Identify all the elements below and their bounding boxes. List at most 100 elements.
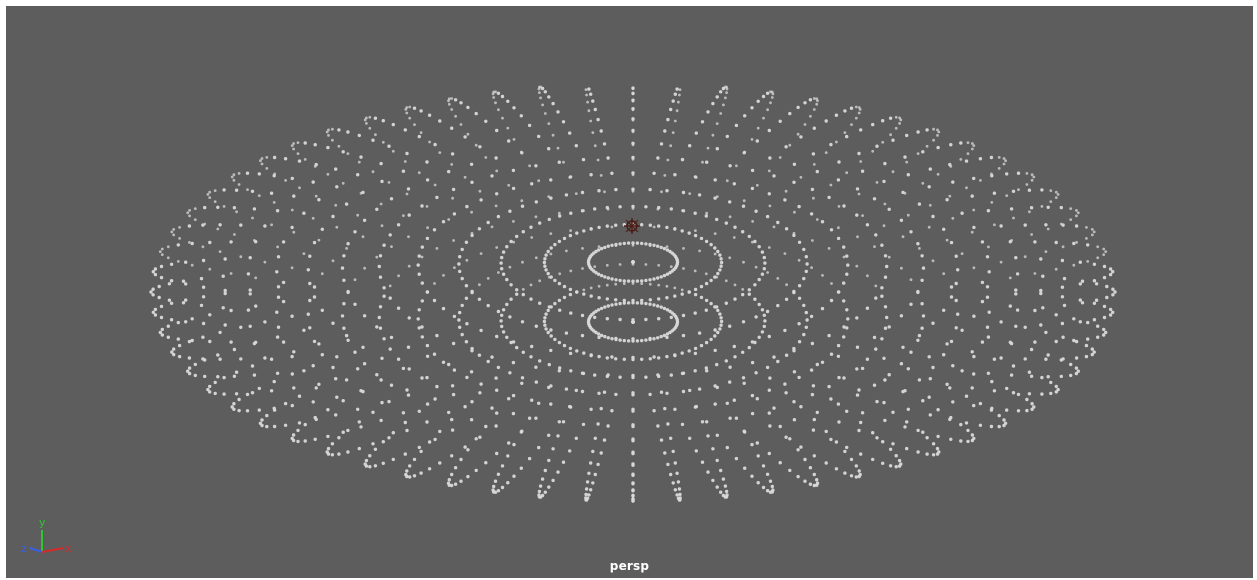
sphere-point — [433, 397, 437, 401]
sphere-point — [948, 417, 952, 422]
sphere-point — [1030, 402, 1034, 406]
sphere-point — [719, 112, 723, 115]
sphere-point — [799, 405, 803, 409]
sphere-point — [160, 247, 164, 251]
sphere-point — [403, 420, 407, 425]
sphere-point — [569, 311, 573, 315]
sphere-point — [470, 210, 473, 214]
sphere-point — [874, 296, 878, 300]
sphere-point — [719, 490, 723, 494]
sphere-point — [380, 179, 384, 184]
sphere-point — [810, 266, 813, 269]
sphere-point — [375, 255, 379, 259]
sphere-point — [346, 428, 350, 433]
sphere-point — [447, 99, 450, 103]
sphere-point — [334, 203, 338, 207]
sphere-point — [216, 353, 220, 357]
sphere-point — [250, 391, 255, 395]
sphere-point — [303, 158, 307, 161]
sphere-point — [222, 205, 226, 208]
pivot-manipulator-icon[interactable] — [624, 218, 640, 234]
sphere-point — [855, 264, 859, 268]
sphere-point — [529, 283, 533, 287]
sphere-point — [1044, 250, 1048, 254]
sphere-point — [470, 233, 474, 238]
sphere-point — [845, 409, 849, 413]
sphere-point — [302, 211, 306, 215]
sphere-point — [742, 199, 746, 203]
sphere-point — [669, 144, 673, 148]
sphere-point — [508, 265, 512, 269]
sphere-point — [618, 301, 622, 306]
sphere-point — [1039, 257, 1043, 261]
sphere-point — [232, 178, 236, 182]
sphere-point — [1074, 339, 1079, 344]
sphere-point — [331, 365, 335, 370]
sphere-point — [457, 262, 461, 266]
sphere-point — [222, 188, 226, 192]
sphere-point — [733, 225, 737, 229]
sphere-point — [549, 402, 553, 406]
sphere-point — [157, 295, 161, 300]
sphere-point — [432, 298, 437, 303]
sphere-point — [169, 318, 174, 322]
viewport-persp[interactable]: y x z persp — [6, 6, 1253, 578]
sphere-point — [1029, 374, 1034, 378]
sphere-point — [1015, 308, 1020, 312]
sphere-point — [859, 452, 863, 456]
sphere-point — [680, 229, 684, 233]
sphere-point — [303, 141, 307, 145]
sphere-point — [827, 247, 831, 250]
sphere-point — [248, 292, 252, 296]
sphere-point — [715, 122, 719, 125]
sphere-point — [1096, 335, 1100, 339]
sphere-point — [597, 354, 601, 359]
sphere-point — [610, 277, 614, 281]
sphere-point — [396, 223, 401, 227]
sphere-point — [928, 413, 932, 417]
sphere-point — [618, 242, 622, 246]
sphere-point — [335, 225, 339, 229]
sphere-point — [416, 317, 420, 321]
sphere-point — [508, 371, 512, 375]
sphere-point — [407, 213, 411, 217]
sphere-point — [416, 263, 420, 267]
sphere-point — [597, 284, 601, 288]
sphere-point — [709, 301, 713, 306]
sphere-point — [530, 344, 534, 349]
sphere-point — [1104, 250, 1108, 254]
sphere-point — [290, 266, 294, 270]
sphere-point — [230, 175, 234, 179]
point-sphere[interactable] — [6, 6, 1253, 578]
sphere-point — [824, 151, 828, 155]
sphere-point — [527, 416, 532, 420]
sphere-point — [308, 281, 312, 286]
sphere-point — [465, 204, 469, 209]
sphere-point — [344, 378, 349, 382]
sphere-point — [556, 146, 560, 150]
sphere-point — [990, 201, 994, 204]
sphere-point — [1029, 206, 1034, 210]
sphere-point — [799, 445, 803, 449]
sphere-point — [306, 268, 310, 272]
sphere-point — [568, 176, 572, 179]
sphere-point — [1060, 285, 1065, 289]
sphere-point — [223, 291, 227, 296]
sphere-point — [827, 333, 831, 338]
sphere-point — [989, 155, 994, 160]
sphere-point — [534, 256, 538, 260]
sphere-point — [404, 108, 408, 111]
sphere-point — [909, 278, 913, 282]
sphere-point — [715, 485, 719, 489]
sphere-point — [760, 250, 765, 254]
sphere-point — [662, 273, 667, 278]
sphere-point — [463, 445, 467, 449]
sphere-point — [920, 254, 924, 258]
sphere-point — [361, 345, 365, 349]
sphere-point — [668, 271, 672, 275]
sphere-point — [854, 116, 858, 120]
sphere-point — [556, 110, 560, 114]
sphere-point — [784, 189, 788, 193]
sphere-point — [387, 399, 391, 404]
sphere-point — [810, 341, 815, 346]
